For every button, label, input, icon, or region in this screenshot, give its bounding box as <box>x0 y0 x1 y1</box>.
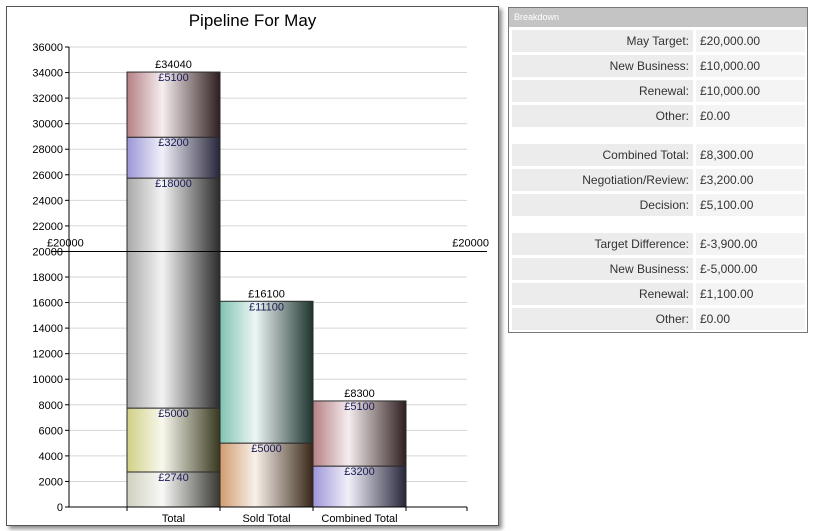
bar-segment <box>219 300 314 444</box>
breakdown-label: Decision: <box>512 194 693 216</box>
breakdown-row: Other: £0.00 <box>512 308 805 330</box>
breakdown-value: £10,000.00 <box>696 80 805 102</box>
y-tick-label: 10000 <box>32 374 63 386</box>
chart-panel: Pipeline For May 0 2000 4000 6000 8000 10000 1… <box>6 6 499 526</box>
breakdown-row: New Business: £-5,000.00 <box>512 258 805 280</box>
breakdown-row: Decision: £5,100.00 <box>512 194 805 216</box>
y-tick-label: 22000 <box>32 221 63 233</box>
segment-value-label: £3200 <box>158 137 189 149</box>
bar-segment <box>126 71 221 138</box>
segment-value-label: £2740 <box>158 472 189 484</box>
breakdown-row: Renewal: £10,000.00 <box>512 80 805 102</box>
y-tick-label: 24000 <box>32 195 63 207</box>
segment-value-label: £5000 <box>158 408 189 420</box>
breakdown-row: Negotiation/Review: £3,200.00 <box>512 169 805 191</box>
breakdown-label: Other: <box>512 308 693 330</box>
y-tick-label: 8000 <box>39 400 63 412</box>
breakdown-value: £0.00 <box>696 308 805 330</box>
y-tick-label: 28000 <box>32 144 63 156</box>
segment-value-label: £5000 <box>251 443 282 455</box>
breakdown-label: Other: <box>512 105 693 127</box>
bar-segment <box>126 177 221 409</box>
breakdown-row: Combined Total: £8,300.00 <box>512 144 805 166</box>
breakdown-value: £8,300.00 <box>696 144 805 166</box>
breakdown-label: May Target: <box>512 30 693 52</box>
bar-total-label: £34040 <box>155 59 192 71</box>
bar-total-label: £16100 <box>248 288 285 300</box>
y-tick-label: 12000 <box>32 349 63 361</box>
bar-segment <box>312 400 407 467</box>
target-label-right: £20000 <box>452 237 489 249</box>
bar-segment <box>219 442 314 508</box>
pipeline-chart: 0 2000 4000 6000 8000 10000 12000 14000 16000 180… <box>32 42 489 525</box>
segment-value-label: £11100 <box>249 301 284 313</box>
segment-value-label: £3200 <box>344 466 375 478</box>
breakdown-label: Negotiation/Review: <box>512 169 693 191</box>
y-tick-label: 6000 <box>39 425 63 437</box>
breakdown-value: £10,000.00 <box>696 55 805 77</box>
breakdown-value: £5,100.00 <box>696 194 805 216</box>
bar-segment <box>126 136 221 179</box>
breakdown-value: £3,200.00 <box>696 169 805 191</box>
y-tick-label: 16000 <box>32 298 63 310</box>
breakdown-row: Other: £0.00 <box>512 105 805 127</box>
breakdown-row: Target Difference: £-3,900.00 <box>512 233 805 255</box>
breakdown-value: £-5,000.00 <box>696 258 805 280</box>
y-tick-label: 18000 <box>32 272 63 284</box>
breakdown-label: Combined Total: <box>512 144 693 166</box>
breakdown-value: £0.00 <box>696 105 805 127</box>
breakdown-panel: Breakdown May Target: £20,000.00 New Busin… <box>508 7 808 333</box>
breakdown-label: Renewal: <box>512 283 693 305</box>
breakdown-row: Renewal: £1,100.00 <box>512 283 805 305</box>
bar-segment <box>312 465 407 508</box>
y-tick-label: 14000 <box>32 323 63 335</box>
y-tick-label: 30000 <box>32 119 63 131</box>
chart-title: Pipeline For May <box>188 11 317 30</box>
y-tick-label: 0 <box>57 502 63 514</box>
breakdown-row: New Business: £10,000.00 <box>512 55 805 77</box>
y-tick-label: 20000 <box>32 246 63 258</box>
y-tick-label: 4000 <box>39 451 63 463</box>
y-tick-label: 34000 <box>32 68 63 80</box>
breakdown-label: Renewal: <box>512 80 693 102</box>
y-tick-label: 36000 <box>32 42 63 54</box>
y-tick-label: 32000 <box>32 93 63 105</box>
breakdown-value: £20,000.00 <box>696 30 805 52</box>
y-tick-label: 2000 <box>39 476 63 488</box>
segment-value-label: £5100 <box>158 72 189 84</box>
y-tick-label: 26000 <box>32 170 63 182</box>
breakdown-label: New Business: <box>512 55 693 77</box>
breakdown-header: Breakdown <box>509 8 807 27</box>
segment-value-label: £5100 <box>344 401 375 413</box>
target-label-left: £20000 <box>47 237 84 249</box>
bar-total-label: £8300 <box>344 388 375 400</box>
breakdown-label: Target Difference: <box>512 233 693 255</box>
breakdown-row: May Target: £20,000.00 <box>512 30 805 52</box>
breakdown-label: New Business: <box>512 258 693 280</box>
x-category-label: Sold Total <box>242 513 290 525</box>
breakdown-value: £1,100.00 <box>696 283 805 305</box>
x-category-label: Combined Total <box>321 513 397 525</box>
segment-value-label: £18000 <box>155 178 192 190</box>
breakdown-value: £-3,900.00 <box>696 233 805 255</box>
x-category-label: Total <box>162 513 185 525</box>
